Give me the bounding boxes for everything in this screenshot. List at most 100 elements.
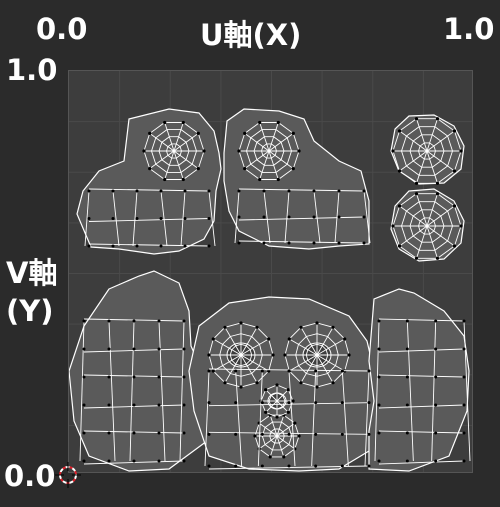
mesh-edge [180, 190, 186, 247]
mesh-edge [173, 133, 199, 152]
mesh-vertex [452, 244, 457, 248]
mesh-vertex [107, 319, 111, 323]
mesh-edge [416, 225, 428, 259]
mesh-edge [378, 404, 465, 409]
uv-island-top-left[interactable] [76, 108, 222, 255]
mesh-edge [224, 327, 242, 356]
mesh-vertex [207, 401, 211, 405]
mesh-vertex [159, 189, 163, 193]
mesh-edge [313, 190, 321, 244]
mesh-edge [316, 327, 334, 356]
mesh-edge [240, 338, 269, 356]
mesh-vertex [337, 215, 341, 219]
mesh-vertex [434, 319, 438, 323]
mesh-edge [263, 190, 271, 244]
mesh-vertex [82, 347, 86, 351]
mesh-vertex [237, 215, 241, 219]
mesh-vertex [337, 241, 341, 245]
mesh-edge [235, 370, 243, 467]
mesh-vertex [452, 169, 457, 173]
mesh-vertex [297, 149, 301, 153]
mesh-vertex [82, 403, 86, 407]
mesh-vertex [183, 244, 187, 248]
mesh-vertex [182, 459, 186, 463]
mesh-vertex [237, 149, 241, 153]
mesh-edge [258, 435, 278, 450]
mesh-edge [244, 133, 270, 152]
mesh-edge [268, 122, 279, 152]
mesh-vertex [435, 256, 440, 260]
mesh-edge [213, 338, 242, 356]
mesh-vertex [462, 403, 466, 407]
uv-island-bottom-right[interactable] [368, 288, 470, 472]
mesh-vertex [337, 189, 341, 193]
mesh-edge [316, 354, 334, 383]
mesh-edge [416, 193, 428, 227]
uv-island-top-right[interactable] [223, 108, 370, 250]
mesh-edge [158, 320, 166, 462]
mesh-vertex [207, 189, 211, 193]
mesh-vertex [207, 244, 211, 248]
mesh-vertex [82, 431, 86, 435]
mesh-vertex [157, 319, 161, 323]
mesh-edge [399, 205, 428, 227]
mesh-vertex [196, 167, 200, 171]
mesh-vertex [237, 189, 241, 193]
mesh-vertex [243, 167, 247, 171]
mesh-edge [426, 150, 438, 184]
mesh-vertex [243, 131, 247, 135]
mesh-vertex [132, 319, 136, 323]
mesh-vertex [314, 369, 318, 373]
uv-islands[interactable] [69, 108, 470, 472]
mesh-vertex [340, 401, 344, 405]
mesh-edge [88, 243, 210, 247]
mesh-vertex [275, 415, 279, 419]
mesh-edge [173, 150, 184, 180]
mesh-vertex [462, 319, 466, 323]
mesh-vertex [362, 215, 366, 219]
mesh-vertex [135, 189, 139, 193]
mesh-vertex [159, 217, 163, 220]
mesh-edge [238, 188, 365, 192]
uv-editor-canvas[interactable] [68, 70, 473, 473]
mesh-vertex [260, 369, 264, 373]
mesh-vertex [258, 120, 262, 125]
mesh-edge [378, 348, 465, 353]
v-axis-max-label: 1.0 [6, 53, 58, 87]
mesh-vertex [287, 464, 291, 468]
u-axis-min-label: 0.0 [36, 12, 88, 46]
mesh-edge [284, 190, 290, 244]
mesh-vertex [367, 369, 371, 373]
mesh-vertex [159, 244, 163, 248]
mesh-edge [276, 389, 289, 402]
mesh-vertex [434, 403, 438, 407]
mesh-vertex [82, 319, 86, 323]
mesh-vertex [234, 369, 238, 373]
mesh-vertex [237, 241, 241, 245]
mesh-vertex [87, 189, 91, 193]
mesh-vertex [276, 177, 280, 182]
mesh-vertex [163, 120, 167, 125]
mesh-vertex [452, 204, 457, 208]
mesh-edge [244, 150, 270, 169]
mesh-vertex [196, 131, 200, 135]
mesh-edge [426, 150, 455, 172]
uv-island-face[interactable] [188, 296, 380, 472]
mesh-edge [426, 225, 455, 247]
mesh-vertex [462, 431, 466, 435]
mesh-vertex [107, 403, 111, 407]
mesh-vertex [267, 337, 271, 341]
mesh-vertex [107, 347, 111, 351]
2d-cursor-icon[interactable] [55, 462, 81, 488]
mesh-edge [378, 430, 465, 434]
mesh-edge [269, 435, 278, 458]
mesh-edge [240, 354, 269, 372]
mesh-vertex [434, 375, 438, 379]
mesh-vertex [87, 217, 91, 220]
mesh-vertex [287, 337, 291, 341]
mesh-vertex [291, 399, 295, 403]
uv-layout[interactable] [69, 71, 473, 473]
mesh-edge [240, 327, 258, 356]
mesh-vertex [397, 129, 402, 133]
mesh-vertex [405, 375, 409, 379]
